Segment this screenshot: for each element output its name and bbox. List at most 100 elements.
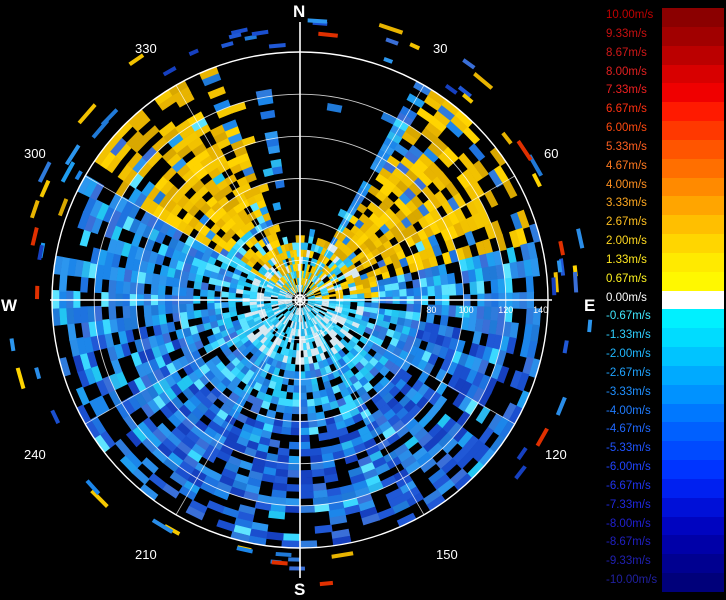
velocity-bin	[257, 324, 266, 332]
velocity-bin	[270, 496, 287, 506]
velocity-bin	[285, 484, 300, 492]
legend-swatch	[662, 347, 724, 367]
velocity-bin	[421, 331, 432, 343]
velocity-bin	[129, 281, 138, 295]
velocity-bin	[309, 310, 316, 318]
velocity-bin	[178, 303, 187, 313]
legend-entry: 4.67m/s	[604, 158, 726, 179]
velocity-bin	[306, 271, 311, 280]
velocity-bin	[285, 301, 293, 305]
velocity-bin	[277, 302, 286, 306]
velocity-bin	[318, 432, 330, 442]
velocity-bin	[277, 397, 287, 407]
velocity-bin	[432, 428, 448, 444]
velocity-bin	[128, 218, 141, 234]
velocity-bin	[465, 369, 478, 385]
velocity-bin	[429, 221, 442, 236]
azimuth-spoke	[85, 299, 301, 425]
velocity-bin	[179, 311, 188, 322]
velocity-bin	[392, 259, 403, 270]
velocity-bin	[477, 359, 490, 376]
velocity-bin	[289, 342, 294, 351]
velocity-bin	[356, 288, 365, 295]
velocity-bin	[159, 264, 170, 277]
velocity-bin	[345, 400, 357, 411]
velocity-bin	[244, 34, 257, 41]
velocity-bin	[179, 278, 188, 289]
velocity-bin	[108, 305, 117, 321]
velocity-bin	[316, 418, 327, 428]
legend-swatch	[662, 535, 724, 555]
velocity-bin	[427, 353, 439, 367]
velocity-bin	[312, 287, 320, 293]
velocity-bin	[213, 190, 226, 202]
velocity-bin	[337, 241, 347, 251]
velocity-bin	[490, 279, 499, 295]
velocity-bin	[146, 432, 162, 449]
velocity-bin	[283, 405, 293, 414]
velocity-bin	[152, 394, 166, 410]
velocity-bin	[382, 161, 397, 175]
velocity-bin	[157, 304, 166, 315]
velocity-bin	[233, 268, 243, 276]
velocity-bin	[90, 364, 103, 383]
velocity-bin	[295, 307, 299, 315]
velocity-bin	[95, 319, 105, 336]
velocity-bin	[255, 250, 264, 259]
velocity-bin	[72, 353, 85, 373]
legend-label: 0.67m/s	[606, 272, 647, 285]
velocity-bin	[250, 287, 258, 293]
velocity-bin	[406, 212, 419, 226]
velocity-bin	[381, 271, 391, 280]
velocity-bin	[256, 271, 265, 279]
legend-entry: -1.33m/s	[604, 328, 726, 348]
velocity-bin	[312, 316, 319, 324]
velocity-bin	[371, 409, 384, 422]
velocity-bin	[50, 409, 61, 425]
velocity-bin	[288, 272, 293, 280]
velocity-bin	[484, 222, 497, 240]
legend-swatch	[662, 234, 724, 254]
velocity-bin	[417, 371, 430, 385]
velocity-bin	[243, 446, 257, 458]
velocity-bin	[275, 404, 286, 414]
velocity-bin	[308, 363, 315, 372]
velocity-bin	[307, 301, 316, 304]
velocity-bin	[278, 304, 286, 309]
velocity-bin	[184, 334, 195, 346]
velocity-bin	[426, 494, 446, 512]
velocity-bin	[144, 347, 156, 362]
velocity-bin	[311, 286, 319, 292]
velocity-bin	[516, 390, 531, 410]
legend-label: 4.67m/s	[606, 159, 647, 172]
velocity-bin	[502, 179, 518, 199]
velocity-bin	[140, 195, 154, 212]
velocity-bin	[285, 303, 293, 307]
velocity-bin	[464, 184, 479, 202]
radar-plot[interactable]: 80 100 120 140	[0, 0, 600, 600]
velocity-bin	[212, 487, 230, 501]
velocity-bin	[131, 135, 149, 153]
velocity-bin	[378, 291, 386, 298]
velocity-bin	[319, 580, 334, 587]
velocity-bin	[522, 356, 535, 376]
velocity-bin	[359, 223, 370, 234]
velocity-bin	[453, 207, 467, 224]
velocity-bin	[278, 268, 285, 277]
velocity-bin	[171, 303, 180, 314]
range-rings	[50, 22, 552, 578]
velocity-bin	[303, 356, 309, 365]
velocity-bin	[530, 258, 540, 277]
velocity-bin	[423, 167, 438, 182]
velocity-bin	[260, 265, 268, 274]
velocity-bin	[250, 307, 258, 313]
velocity-bin	[171, 157, 187, 173]
velocity-bin	[444, 238, 456, 253]
velocity-bin	[337, 261, 346, 270]
velocity-bin	[284, 296, 293, 299]
velocity-bin	[236, 510, 255, 523]
velocity-bin	[315, 411, 326, 421]
velocity-bin	[206, 195, 219, 208]
velocity-bin	[327, 288, 336, 294]
velocity-bin	[208, 277, 217, 286]
